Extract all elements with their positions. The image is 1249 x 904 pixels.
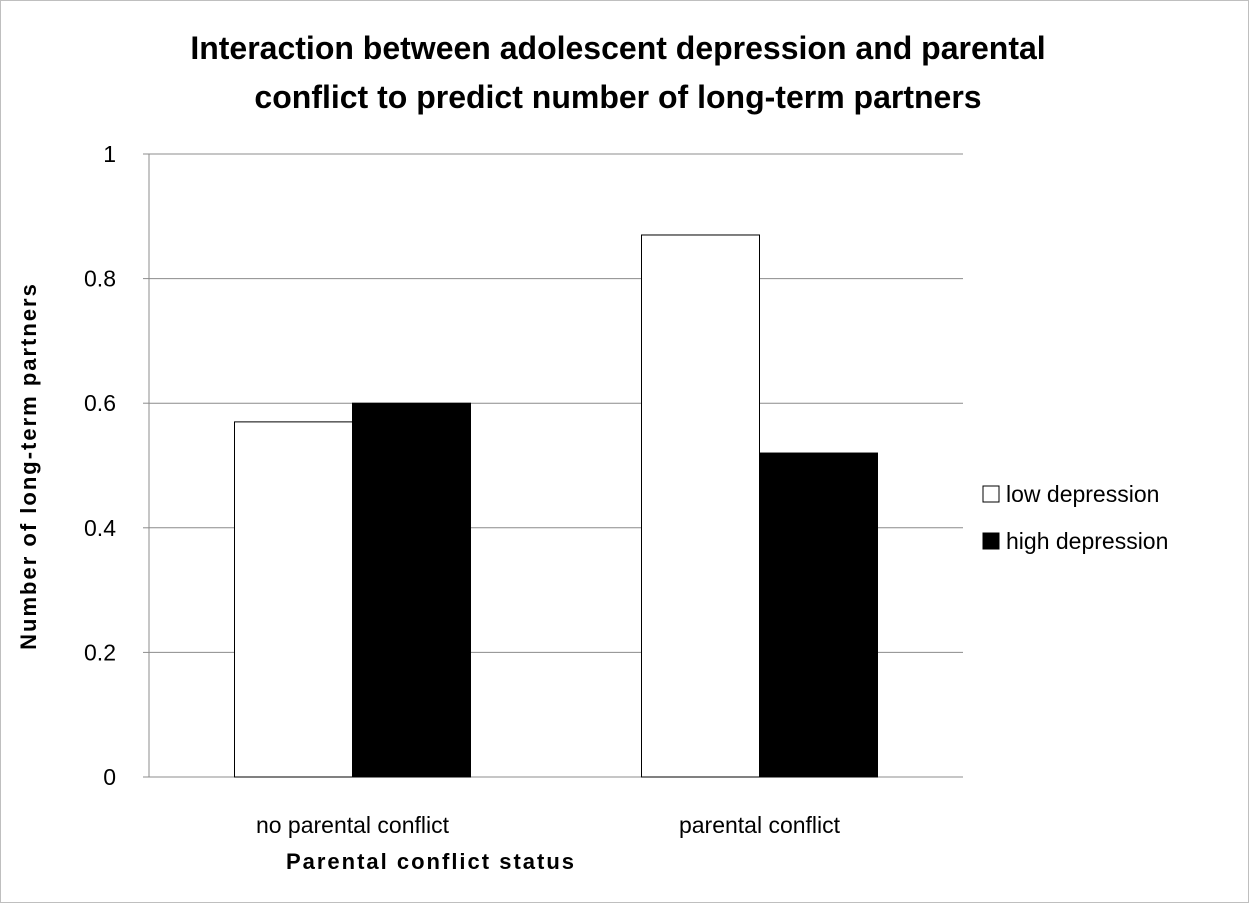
bar-low-depression-0 [234,421,353,778]
bar-low-depression-1 [641,234,760,778]
y-axis-title: Number of long-term partners [16,282,41,650]
legend-label-0: low depression [1006,481,1159,507]
y-tick-label-0: 0 [103,764,116,790]
bar-high-depression-0 [352,402,471,778]
legend-swatch-0 [982,485,1000,503]
chart-title-line-2: conflict to predict number of long-term … [254,79,981,115]
x-axis-title: Parental conflict status [286,849,576,874]
y-tick-label-5: 1 [103,141,116,167]
x-tick-label-1: parental conflict [679,812,841,838]
legend-swatch-1 [982,532,1000,550]
y-tick-label-2: 0.4 [84,515,116,541]
legend-label-1: high depression [1006,528,1168,554]
x-tick-labels: no parental conflict parental conflict [256,812,841,838]
bar-high-depression-1 [759,452,878,778]
y-tick-label-4: 0.8 [84,266,116,292]
chart-title-line-1: Interaction between adolescent depressio… [190,30,1045,66]
x-tick-label-0: no parental conflict [256,812,450,838]
legend: low depression high depression [982,481,1168,554]
chart-title: Interaction between adolescent depressio… [190,30,1045,115]
y-tick-labels: 0 0.2 0.4 0.6 0.8 1 [84,141,116,790]
bars [234,234,878,778]
y-tick-label-1: 0.2 [84,639,116,665]
y-tick-label-3: 0.6 [84,390,116,416]
